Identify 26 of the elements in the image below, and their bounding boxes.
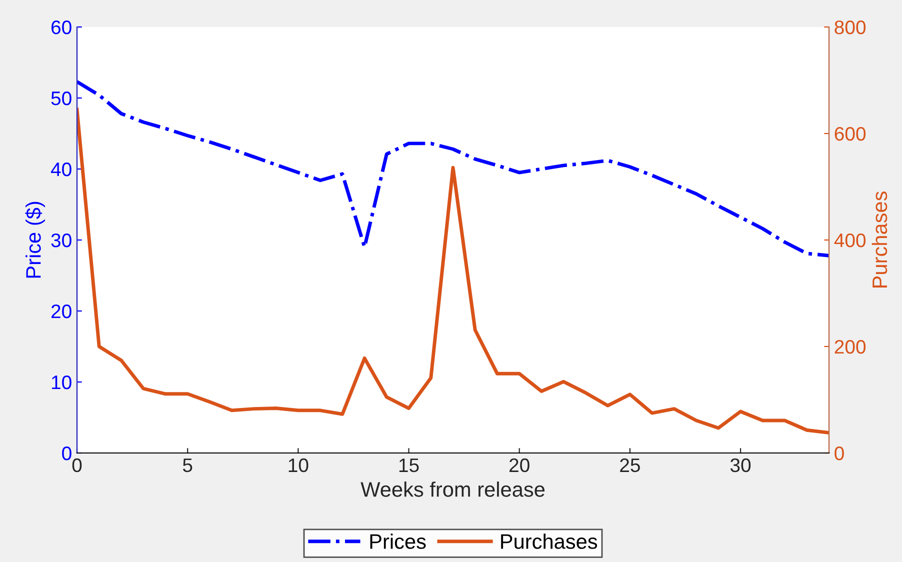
line-series	[77, 108, 829, 434]
x-tick-label: 25	[620, 458, 640, 472]
x-tick-label: 10	[288, 458, 308, 472]
y-tick-label: 40	[50, 162, 72, 176]
y-tick-label: 30	[51, 233, 72, 248]
y2-axis-title: Purchases	[872, 192, 888, 288]
y-tick-label: 20	[51, 304, 72, 318]
y-tick-label: 0	[62, 446, 72, 460]
y-tick-label: 10	[52, 375, 72, 390]
x-tick-label: 30	[730, 458, 751, 472]
legend-label: Prices	[370, 534, 426, 549]
legend-label: Purchases	[501, 534, 598, 549]
y-axis-title: Price ($)	[25, 202, 45, 278]
x-tick-label: 20	[510, 458, 530, 472]
x-tick-label: 5	[182, 458, 192, 472]
y2-tick-label: 400	[834, 233, 866, 248]
x-tick-label: 15	[399, 458, 419, 472]
y2-tick-label: 600	[834, 126, 866, 141]
x-tick-label: 0	[72, 458, 82, 472]
y2-tick-label: 200	[834, 340, 866, 354]
y-tick-label: 60	[52, 20, 72, 34]
y-tick-label: 50	[51, 91, 72, 106]
y2-tick-label: 0	[834, 446, 844, 460]
x-axis-title: Weeks from release	[360, 482, 545, 497]
line-series	[77, 80, 829, 258]
y2-tick-label: 800	[834, 20, 866, 34]
